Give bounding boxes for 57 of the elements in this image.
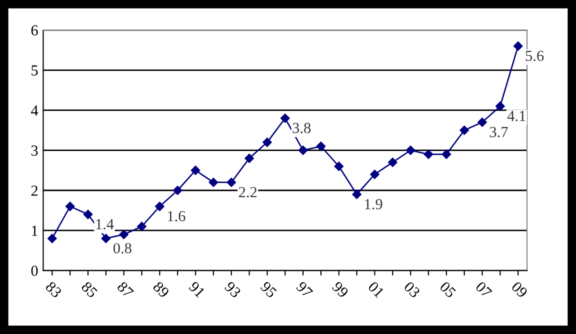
data-label: 1.9: [365, 199, 382, 210]
point: [190, 166, 200, 175]
point: [65, 202, 75, 212]
point: [334, 162, 344, 171]
y-tick-label: 3: [31, 145, 38, 156]
x-tick-label: 97: [296, 280, 314, 298]
data-label: 2.2: [238, 187, 257, 198]
point: [513, 41, 523, 51]
point: [208, 178, 218, 187]
data-label: 3.7: [490, 126, 508, 138]
point: [244, 154, 254, 163]
y-tick-label: 0: [31, 266, 38, 276]
x-tick-label: 09: [510, 280, 528, 298]
x-tick-label: 07: [475, 280, 492, 298]
data-label: 1.6: [168, 211, 186, 222]
point: [388, 158, 398, 167]
x-tick-label: 95: [260, 280, 278, 298]
x-tick-label: 83: [44, 280, 62, 298]
x-tick-label: 01: [368, 280, 385, 298]
point: [48, 234, 57, 244]
x-tick-label: 05: [439, 280, 456, 298]
y-tick-label: 4: [31, 105, 38, 116]
point: [424, 150, 434, 159]
point: [101, 234, 111, 244]
point: [352, 190, 362, 200]
x-tick-label: 93: [224, 280, 242, 298]
point: [496, 102, 505, 111]
point: [83, 210, 93, 220]
x-tick-label: 99: [332, 280, 349, 298]
y-tick-label: 6: [31, 25, 38, 36]
point: [316, 142, 326, 151]
point: [370, 170, 380, 179]
x-tick-label: 91: [188, 280, 206, 298]
y-tick-label: 1: [32, 226, 38, 236]
point: [280, 114, 290, 123]
point: [155, 202, 164, 212]
x-tick-label: 85: [80, 280, 98, 298]
y-tick-label: 2: [31, 186, 38, 196]
point: [172, 186, 182, 196]
point: [262, 138, 272, 147]
data-label: 1.4: [96, 219, 114, 230]
data-label: 3.8: [292, 122, 311, 134]
point: [137, 222, 146, 232]
data-label: 4.1: [507, 110, 526, 122]
point: [119, 230, 128, 240]
point: [478, 118, 487, 127]
point: [442, 150, 452, 159]
point: [406, 146, 416, 155]
x-tick-label: 87: [116, 280, 134, 298]
point: [298, 146, 308, 155]
x-tick-label: 89: [152, 280, 170, 298]
y-tick-label: 5: [32, 65, 38, 76]
x-tick-label: 03: [403, 280, 421, 298]
point: [226, 178, 236, 187]
data-label: 5.6: [526, 50, 544, 62]
data-label: 0.8: [113, 243, 132, 254]
point: [460, 126, 469, 135]
